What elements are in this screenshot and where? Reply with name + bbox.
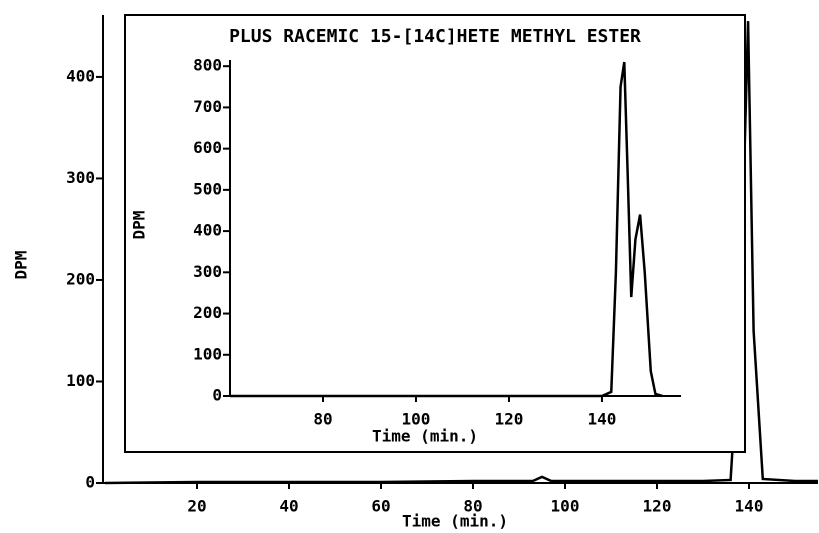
y-tick-label: 100 (193, 344, 222, 363)
y-tick-label: 200 (193, 303, 222, 322)
y-tick-label: 200 (66, 269, 95, 288)
x-tick-label: 100 (402, 410, 431, 429)
y-tick-label: 400 (193, 221, 222, 240)
y-tick-label: 0 (212, 386, 222, 405)
y-tick-label: 600 (193, 138, 222, 157)
y-tick-label: 300 (66, 168, 95, 187)
y-tick-label: 300 (193, 262, 222, 281)
x-tick-label: 80 (463, 497, 482, 516)
x-tick-label: 80 (313, 410, 332, 429)
x-tick-label: 120 (495, 410, 524, 429)
y-tick-label: 500 (193, 179, 222, 198)
x-tick-label: 140 (588, 410, 617, 429)
y-tick-label: 700 (193, 97, 222, 116)
x-tick-label: 40 (279, 497, 298, 516)
y-axis-label: DPM (130, 211, 149, 240)
x-axis-label: Time (min.) (372, 427, 478, 446)
x-tick-label: 100 (551, 497, 580, 516)
data-line (230, 61, 663, 398)
main-chart: 0 100 200 300 400 20 40 60 80 100 120 140 Time (min.… (12, 15, 818, 531)
x-tick-label: 60 (371, 497, 390, 516)
y-axis-label: DPM (12, 251, 31, 280)
chart-title: PLUS RACEMIC 15-[14C]HETE METHYL ESTER (229, 26, 641, 47)
y-tick-label: 800 (193, 56, 222, 75)
x-axis-label: Time (min.) (402, 512, 508, 531)
y-tick-label: 400 (66, 66, 95, 85)
y-tick-label: 0 (85, 473, 95, 492)
x-tick-label: 20 (187, 497, 206, 516)
data-line (104, 21, 818, 485)
x-tick-label: 140 (735, 497, 764, 516)
inset-chart: 0 100 200 300 400 500 600 700 800 80 100 120 140 Time… (130, 26, 681, 446)
x-tick-label: 120 (643, 497, 672, 516)
y-tick-label: 100 (66, 371, 95, 390)
